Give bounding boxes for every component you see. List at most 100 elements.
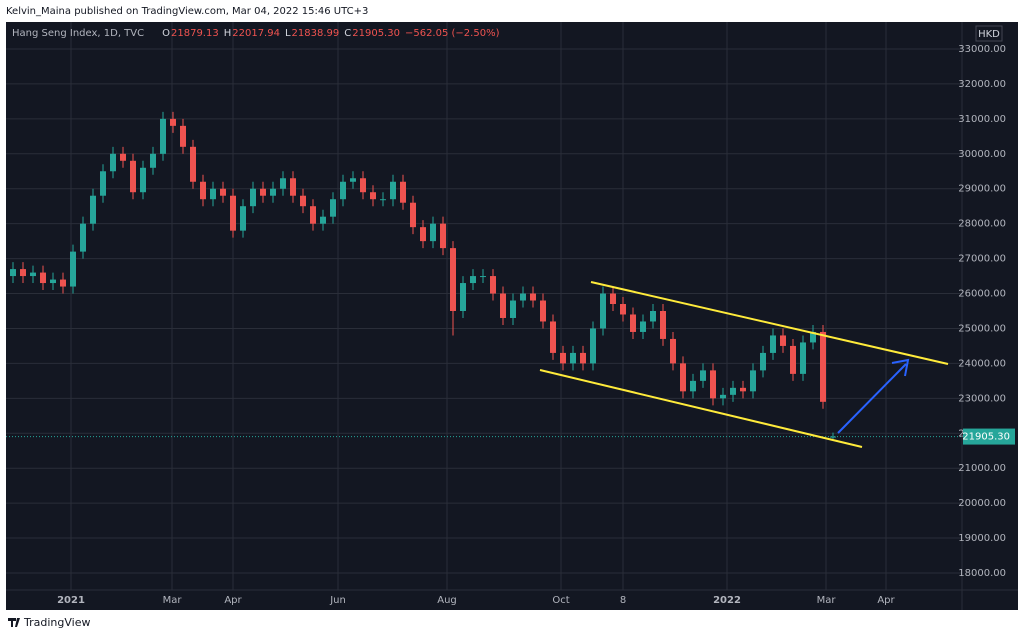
candle-body (120, 153, 126, 161)
y-tick-label: 30000.00 (958, 149, 1006, 160)
candle-body (400, 181, 406, 203)
candle-body (60, 279, 66, 287)
last-price-box (963, 428, 1015, 445)
candle-body (620, 304, 626, 315)
y-tick-label: 28000.00 (958, 219, 1006, 230)
candle-body (680, 363, 686, 392)
candle-body (610, 293, 616, 305)
candle-body (510, 300, 516, 318)
candle-body (340, 181, 346, 200)
currency: HKD (978, 29, 1000, 40)
candle-body (170, 118, 176, 126)
y-tick-label: 21000.00 (958, 463, 1006, 474)
candle-body (370, 192, 376, 200)
x-tick-label: Mar (163, 595, 183, 606)
candle-body (280, 178, 286, 189)
candle-body (790, 345, 796, 374)
y-tick-label: 23000.00 (958, 393, 1006, 404)
channel-upper (590, 281, 949, 365)
candle-body (530, 293, 536, 301)
candle-body (570, 352, 576, 364)
candle-body (50, 279, 56, 284)
y-tick-label: 25000.00 (958, 323, 1006, 334)
candle-body (760, 352, 766, 371)
ohlc-label: L (285, 28, 291, 39)
ohlc-value: 21879.13 (171, 28, 219, 39)
candle-body (110, 153, 116, 172)
candle-body (780, 335, 786, 346)
y-tick-label: 32000.00 (958, 79, 1006, 90)
candle-body (20, 269, 26, 277)
x-tick-label: Jun (329, 595, 346, 606)
candle-body (220, 188, 226, 196)
y-tick-label: 31000.00 (958, 114, 1006, 125)
y-tick-label: 29000.00 (958, 184, 1006, 195)
candle-body (130, 160, 136, 193)
candle-body (420, 227, 426, 242)
logo (8, 618, 20, 627)
x-tick-label: Oct (552, 595, 569, 606)
candle-body (380, 199, 386, 201)
candle-body (140, 167, 146, 193)
candle-body (640, 321, 646, 332)
candle-body (230, 195, 236, 231)
y-tick-label: 18000.00 (958, 568, 1006, 579)
candle-body (720, 394, 726, 399)
candle-body (260, 188, 266, 196)
candle-body (660, 310, 666, 339)
candle-body (560, 352, 566, 364)
candle-body (100, 171, 106, 196)
candle-body (460, 283, 466, 311)
y-tick-label: 27000.00 (958, 254, 1006, 265)
candle-body (800, 342, 806, 374)
candle-body (580, 352, 586, 364)
ohlc-value: 22017.94 (232, 28, 280, 39)
candle-body (540, 300, 546, 322)
candle-body (320, 216, 326, 224)
ohlc-value: 21905.30 (352, 28, 400, 39)
x-tick-label: 8 (620, 595, 626, 606)
last-price-label: 21905.30 (962, 432, 1010, 443)
candle-body (90, 195, 96, 224)
ohlc-value: 21838.99 (292, 28, 340, 39)
candle-body (200, 181, 206, 200)
candle-body (690, 380, 696, 392)
candle-body (520, 293, 526, 301)
candle-body (740, 387, 746, 392)
candle-body (700, 370, 706, 381)
candle-body (650, 310, 656, 322)
candle-body (250, 188, 256, 207)
candle-body (770, 335, 776, 353)
candle-body (150, 153, 156, 168)
arrow (837, 363, 907, 434)
x-tick-label: Mar (817, 595, 837, 606)
candle-body (440, 223, 446, 249)
ohlc-label: C (344, 28, 351, 39)
y-tick-label: 24000.00 (958, 358, 1006, 369)
candle-body (470, 276, 476, 284)
candle-body (180, 125, 186, 147)
candle-body (480, 276, 486, 278)
currency-box (975, 25, 1003, 42)
candle-body (160, 118, 166, 154)
candle-body (670, 338, 676, 364)
candle-body (710, 370, 716, 399)
symbol: Hang Seng Index, 1D, TVC (12, 28, 144, 39)
candle-body (390, 181, 396, 200)
x-tick-label: 2022 (713, 595, 741, 606)
candle-body (80, 223, 86, 252)
candle-body (40, 272, 46, 284)
change: −562.05 (−2.50%) (405, 28, 500, 39)
candle-body (830, 436, 836, 438)
candle-body (310, 206, 316, 224)
candle-body (810, 331, 816, 343)
candle-body (30, 272, 36, 277)
x-tick-label: Apr (877, 595, 895, 606)
arrow-head (891, 358, 910, 377)
candle-body (410, 202, 416, 228)
ohlc-label: O (162, 28, 170, 39)
brand: TradingView (23, 616, 90, 629)
ohlc-label: H (224, 28, 232, 39)
candle-body (350, 178, 356, 182)
